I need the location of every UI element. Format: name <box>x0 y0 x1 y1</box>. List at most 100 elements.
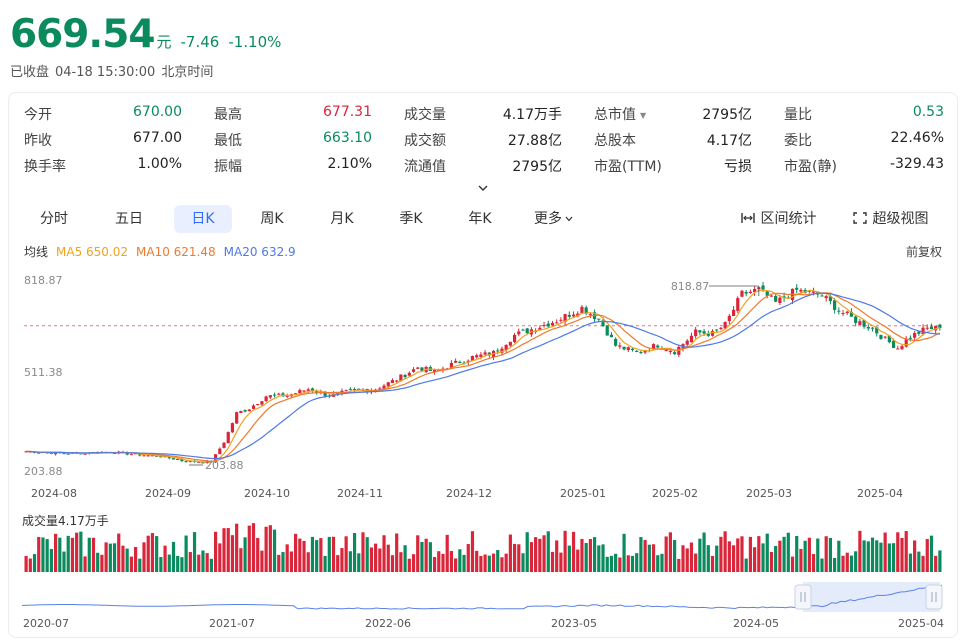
quote-label: 最高 <box>214 107 242 123</box>
candle-body <box>765 291 769 296</box>
y-axis-label-mid: 511.38 <box>24 366 63 379</box>
volume-bar <box>205 553 209 572</box>
tab-five-day[interactable]: 五日 <box>115 211 143 227</box>
tab-yearly-k[interactable]: 年K <box>468 211 492 227</box>
candle-body <box>525 328 529 334</box>
candle-body <box>938 324 942 328</box>
volume-bar <box>214 531 218 572</box>
volume-bar <box>576 549 580 572</box>
volume-bar <box>247 525 251 572</box>
candle-body <box>49 453 53 455</box>
candle-body <box>420 367 424 371</box>
range-stats-button[interactable]: 区间统计 <box>740 205 816 233</box>
tab-minute[interactable]: 分时 <box>40 211 68 227</box>
volume-bar <box>352 533 357 572</box>
quote-value: 663.10 <box>323 130 372 146</box>
candle-body <box>862 320 866 327</box>
volume-bar <box>310 536 315 572</box>
period-tabs: 分时 五日 日K 周K 月K 季K 年K 更多 区间统计 超级视图 <box>24 205 944 233</box>
volume-bar <box>664 536 668 572</box>
candle-body <box>475 355 479 358</box>
volume-bar <box>778 540 782 572</box>
ma5-legend: MA5 650.02 <box>56 245 129 259</box>
navigator-tick-label: 2025-04 <box>898 617 944 630</box>
volume-bar <box>369 547 374 572</box>
tab-daily-k[interactable]: 日K <box>174 205 232 233</box>
candle-body <box>639 352 643 354</box>
candle-body <box>698 330 702 333</box>
candle-body <box>268 395 272 398</box>
volume-bar <box>614 553 618 572</box>
adjust-mode[interactable]: 前复权 <box>905 245 942 259</box>
volume-bar <box>917 551 921 572</box>
volume-bar <box>49 548 53 572</box>
candle-body <box>588 314 592 316</box>
volume-bar <box>268 525 272 572</box>
chevron-down-icon <box>565 216 573 222</box>
volume-bar <box>828 537 833 572</box>
volume-bar <box>83 556 87 572</box>
volume-bar <box>883 532 887 572</box>
volume-bar <box>651 544 656 572</box>
candle-body <box>723 322 727 329</box>
quote-label[interactable]: 总市值 ▼ <box>594 107 647 123</box>
chevron-down-icon[interactable] <box>476 181 490 195</box>
candle-body <box>694 329 698 337</box>
volume-bar <box>340 548 344 572</box>
volume-bar <box>555 540 559 572</box>
volume-bar <box>723 531 727 572</box>
volume-bar <box>272 529 277 572</box>
candle-body <box>230 423 235 433</box>
candle-body <box>243 410 247 412</box>
quote-label: 振幅 <box>214 159 242 175</box>
super-view-button[interactable]: 超级视图 <box>852 205 928 233</box>
volume-bar <box>235 523 239 572</box>
candle-body <box>176 459 180 461</box>
quote-label: 昨收 <box>24 133 52 149</box>
volume-label: 成交量4.17万手 <box>22 514 109 528</box>
volume-bar <box>816 538 820 572</box>
candle-body <box>715 329 719 331</box>
volume-bar <box>475 550 479 572</box>
candle-body <box>913 332 917 338</box>
candle-body <box>854 316 858 323</box>
volume-bar <box>765 533 769 572</box>
candle-body <box>824 296 828 299</box>
tab-more[interactable]: 更多 <box>520 205 586 233</box>
candle-body <box>201 462 205 464</box>
candle-body <box>719 327 723 329</box>
candle-body <box>555 322 559 324</box>
tab-weekly-k[interactable]: 周K <box>260 211 284 227</box>
quote-label: 市盈(静) <box>784 159 837 175</box>
candle-body <box>294 393 298 395</box>
navigator-handle-left[interactable] <box>794 584 812 610</box>
volume-bar <box>618 557 622 572</box>
volume-bar <box>424 538 428 572</box>
candle-body <box>323 391 327 396</box>
volume-bar <box>96 552 100 572</box>
volume-bar <box>534 537 538 572</box>
volume-bar <box>491 553 496 572</box>
candle-body <box>411 369 416 372</box>
tab-quarterly-k[interactable]: 季K <box>399 211 423 227</box>
quote-value: 4.17万手 <box>502 107 562 123</box>
volume-bar <box>542 535 546 572</box>
candle-body <box>129 454 133 456</box>
navigator-handle-right[interactable] <box>925 584 943 610</box>
navigator-tick-label: 2020-07 <box>23 617 69 630</box>
volume-bar <box>521 553 525 572</box>
quote-label: 成交量 <box>404 107 446 123</box>
candle-body <box>744 291 748 294</box>
tab-monthly-k[interactable]: 月K <box>330 211 354 227</box>
volume-bar <box>171 541 176 572</box>
candle-body <box>740 290 744 297</box>
candle-body <box>517 331 521 335</box>
candle-body <box>883 336 887 338</box>
ma-legend: 均线 MA5 650.02 MA10 621.48 MA20 632.9 <box>24 243 304 260</box>
candle-body <box>609 334 614 338</box>
candle-body <box>748 291 752 294</box>
candle-body <box>416 367 420 369</box>
range-stats-label: 区间统计 <box>760 211 817 227</box>
quote-value: 2.10% <box>327 156 372 172</box>
